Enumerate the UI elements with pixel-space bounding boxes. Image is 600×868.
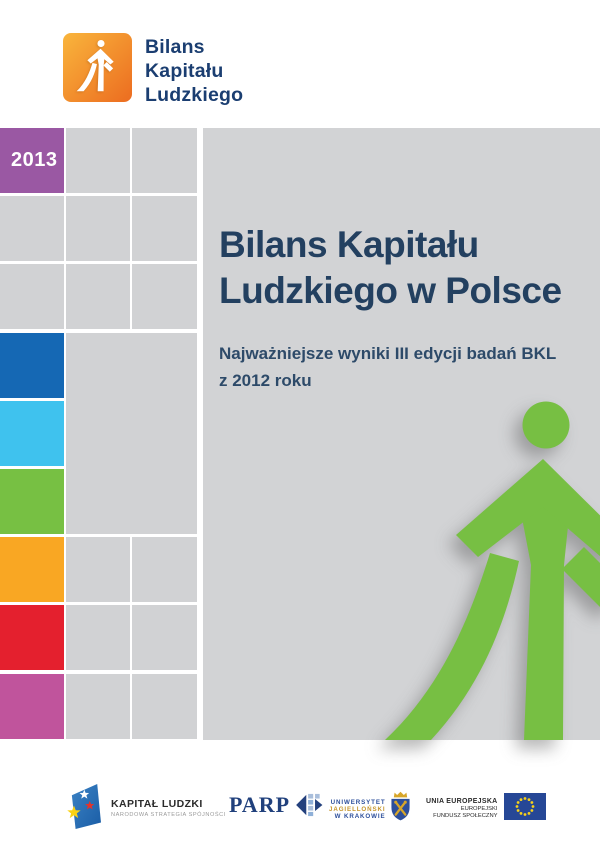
person-arrow-figure bbox=[385, 401, 600, 740]
title-line-1: Bilans Kapitału bbox=[219, 224, 479, 265]
eu-text: UNIA EUROPEJSKA EUROPEJSKI FUNDUSZ SPOŁE… bbox=[426, 798, 498, 820]
uj-text: UNIWERSYTET JAGIELLOŃSKI W KRAKOWIE bbox=[329, 799, 386, 822]
eu-line-0: UNIA EUROPEJSKA bbox=[426, 798, 498, 805]
grid-tile bbox=[0, 674, 64, 739]
page-title: Bilans Kapitału Ludzkiego w Polsce bbox=[219, 222, 562, 314]
eu-line-2: FUNDUSZ SPOŁECZNY bbox=[433, 813, 498, 820]
grid-tile bbox=[0, 264, 64, 329]
grid-tile bbox=[66, 333, 197, 534]
uj-line-2: W KRAKOWIE bbox=[334, 812, 386, 820]
grid-tile bbox=[66, 537, 130, 602]
grid-tile bbox=[132, 128, 197, 193]
grid-tile bbox=[132, 537, 197, 602]
uj-line-1: JAGIELLOŃSKI bbox=[329, 805, 386, 813]
kapital-ludzki-subtitle: NARODOWA STRATEGIA SPÓJNOŚCI bbox=[111, 812, 226, 818]
year-label: 2013 bbox=[11, 149, 58, 171]
grid-tile bbox=[0, 333, 64, 398]
grid-tile bbox=[66, 605, 130, 670]
grid-tile bbox=[132, 674, 197, 739]
parp-logo: PARP bbox=[229, 792, 323, 818]
grid-tile bbox=[132, 605, 197, 670]
grid-tile bbox=[66, 128, 130, 193]
kapital-ludzki-title: KAPITAŁ LUDZKI bbox=[111, 798, 203, 810]
parp-wordmark: PARP bbox=[229, 792, 291, 817]
grid-tile bbox=[66, 264, 130, 329]
uj-crest-icon bbox=[390, 791, 410, 821]
kapital-ludzki-flag-icon bbox=[67, 783, 101, 830]
grid-tile bbox=[0, 605, 64, 670]
logo-line-1: Bilans bbox=[145, 36, 205, 58]
grid-tile bbox=[132, 196, 197, 261]
grid-tile bbox=[132, 264, 197, 329]
eu-line-1: EUROPEJSKI bbox=[460, 806, 498, 812]
year-tile: 2013 bbox=[0, 128, 64, 193]
page-subtitle: Najważniejsze wyniki III edycji badań BK… bbox=[219, 340, 556, 394]
grid-tile bbox=[0, 537, 64, 602]
eu-flag-icon bbox=[503, 793, 546, 820]
uj-line-0: UNIWERSYTET bbox=[330, 799, 386, 806]
parp-diamond-icon bbox=[296, 793, 323, 817]
unia-europejska-logo: UNIA EUROPEJSKA EUROPEJSKI FUNDUSZ SPOŁE… bbox=[426, 793, 546, 820]
person-arrow-icon bbox=[76, 39, 114, 92]
grid-tile bbox=[66, 196, 130, 261]
subtitle-line-2: z 2012 roku bbox=[219, 371, 312, 390]
kapital-ludzki-logo: KAPITAŁ LUDZKI NARODOWA STRATEGIA SPÓJNO… bbox=[66, 783, 226, 830]
grid-tile bbox=[66, 674, 130, 739]
bkl-logo-text: Bilans Kapitału Ludzkiego bbox=[145, 35, 243, 107]
grid-tile bbox=[0, 469, 64, 534]
grid-tile bbox=[0, 196, 64, 261]
subtitle-line-1: Najważniejsze wyniki III edycji badań BK… bbox=[219, 344, 557, 363]
bkl-logo-icon bbox=[63, 33, 132, 102]
grid-tile bbox=[0, 401, 64, 466]
logo-line-3: Ludzkiego bbox=[145, 84, 244, 106]
logo-line-2: Kapitału bbox=[145, 60, 224, 82]
uniwersytet-jagiellonski-logo: UNIWERSYTET JAGIELLOŃSKI W KRAKOWIE bbox=[329, 791, 411, 822]
title-line-2: Ludzkiego w Polsce bbox=[219, 270, 562, 311]
kapital-ludzki-text: KAPITAŁ LUDZKI NARODOWA STRATEGIA SPÓJNO… bbox=[111, 798, 226, 830]
